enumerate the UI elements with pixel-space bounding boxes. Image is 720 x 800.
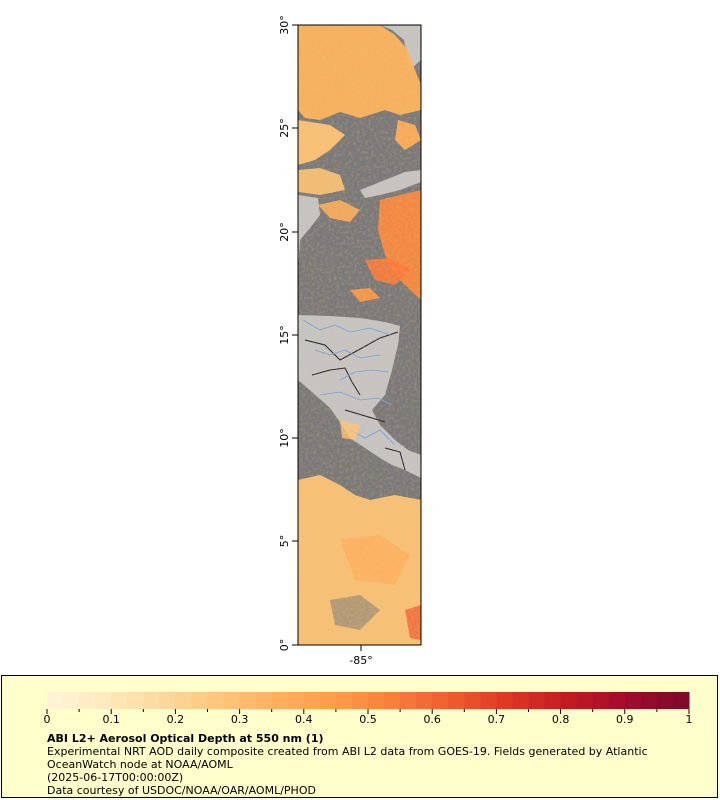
colorbar-tick-label: 0.5 xyxy=(359,713,377,726)
colorbar-step xyxy=(480,692,497,709)
colorbar-step xyxy=(271,692,289,709)
colorbar-step xyxy=(544,692,562,709)
lat-tick-label: 20° xyxy=(278,222,291,242)
legend-title: ABI L2+ Aerosol Optical Depth at 550 nm … xyxy=(47,732,324,745)
lat-tick-label: 15° xyxy=(278,325,291,345)
colorbar-step xyxy=(63,692,80,709)
colorbar-step xyxy=(175,692,192,709)
colorbar-step xyxy=(400,692,417,709)
colorbar-tick-label: 0.9 xyxy=(616,713,634,726)
colorbar-step xyxy=(560,692,578,709)
colorbar-labels: 0 0.1 0.2 0.3 0.4 0.5 0.6 0.7 0.8 0.9 1 xyxy=(44,713,693,726)
colorbar-tick-label: 0 xyxy=(44,713,51,726)
colorbar-step xyxy=(528,692,546,709)
colorbar-step xyxy=(111,692,128,709)
colorbar-step xyxy=(319,692,337,709)
map-figure: 0° 5° 10° 15° 20° 25° 30° -85° xyxy=(278,15,422,667)
colorbar-tick-label: 0.4 xyxy=(295,713,313,726)
aod-data xyxy=(298,25,421,645)
colorbar-step xyxy=(496,692,513,709)
colorbar-step xyxy=(143,692,160,709)
colorbar-tick-label: 0.7 xyxy=(488,713,506,726)
colorbar-step xyxy=(512,692,529,709)
legend-description: Experimental NRT AOD daily composite cre… xyxy=(47,745,648,771)
colorbar-step xyxy=(672,692,690,709)
colorbar-step xyxy=(416,692,433,709)
colorbar-step xyxy=(223,692,241,709)
colorbar-step xyxy=(592,692,610,709)
legend-time: (2025-06-17T00:00:00Z) xyxy=(47,771,184,784)
colorbar-tick-label: 0.8 xyxy=(552,713,570,726)
colorbar-ticks xyxy=(46,709,690,714)
legend-credit: Data courtesy of USDOC/NOAA/OAR/AOML/PHO… xyxy=(47,784,316,797)
colorbar-step xyxy=(448,692,465,709)
colorbar-step xyxy=(287,692,305,709)
colorbar-tick-label: 1 xyxy=(686,713,693,726)
lat-tick-label: 5° xyxy=(278,535,291,548)
colorbar-tick-label: 0.2 xyxy=(167,713,185,726)
colorbar-step xyxy=(384,692,401,709)
legend-text: ABI L2+ Aerosol Optical Depth at 550 nm … xyxy=(47,732,687,797)
latitude-axis xyxy=(292,24,298,646)
colorbar-step xyxy=(303,692,321,709)
colorbar-step xyxy=(640,692,658,709)
map-panel xyxy=(298,25,421,645)
colorbar-step xyxy=(79,692,96,709)
colorbar-step xyxy=(127,692,144,709)
colorbar-tick-label: 0.3 xyxy=(231,713,249,726)
colorbar-step xyxy=(432,692,449,709)
colorbar-gradient xyxy=(47,692,690,709)
colorbar-step xyxy=(255,692,273,709)
colorbar-tick-label: 0.6 xyxy=(423,713,441,726)
colorbar-step xyxy=(95,692,112,709)
colorbar-step xyxy=(576,692,594,709)
colorbar-step xyxy=(47,692,64,709)
colorbar-step xyxy=(335,692,353,709)
colorbar-step xyxy=(351,692,369,709)
colorbar-tick-label: 0.1 xyxy=(102,713,120,726)
colorbar-step xyxy=(159,692,176,709)
colorbar-step xyxy=(191,692,208,709)
colorbar-step xyxy=(608,692,626,709)
colorbar-step xyxy=(239,692,257,709)
lat-tick-label: 30° xyxy=(278,15,291,35)
lon-tick-label: -85° xyxy=(349,654,372,667)
colorbar-step xyxy=(624,692,642,709)
colorbar-step xyxy=(207,692,225,709)
colorbar-step xyxy=(368,692,385,709)
lat-tick-label: 0° xyxy=(278,639,291,652)
colorbar-step xyxy=(464,692,481,709)
lat-tick-label: 25° xyxy=(278,118,291,138)
colorbar-step xyxy=(656,692,674,709)
latitude-labels: 0° 5° 10° 15° 20° 25° 30° xyxy=(278,15,291,651)
lat-tick-label: 10° xyxy=(278,428,291,448)
